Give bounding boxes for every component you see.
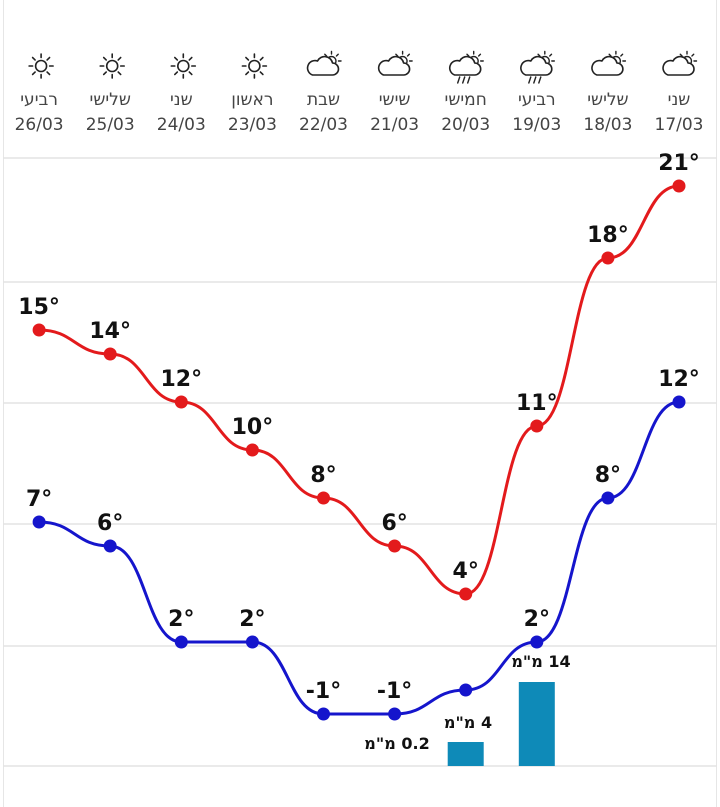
max-temp-label: 4° xyxy=(453,559,479,584)
precipitation-label: 0.2 מ"מ xyxy=(364,734,429,753)
max-temp-point xyxy=(530,419,544,433)
partly-cloudy-icon xyxy=(662,50,698,76)
day-name: חמישי xyxy=(445,90,487,110)
min-temp-point xyxy=(672,395,686,409)
day-name: שלישי xyxy=(90,90,131,110)
day-name: שישי xyxy=(379,90,411,110)
max-temp-label: 12° xyxy=(160,367,202,392)
min-temp-point xyxy=(530,635,544,649)
max-temp-label: 10° xyxy=(232,415,274,440)
min-temp-line xyxy=(39,400,680,716)
max-temp-label: 11° xyxy=(516,391,558,416)
temperature-lines xyxy=(32,179,686,721)
sun-icon xyxy=(28,53,54,79)
day-date: 21/03 xyxy=(370,115,419,135)
sun-icon xyxy=(170,53,197,79)
partly-cloudy-icon xyxy=(306,50,342,76)
day-date: 19/03 xyxy=(512,115,561,135)
day-date: 20/03 xyxy=(441,115,490,135)
min-temp-label: 6° xyxy=(97,511,123,536)
day-name: שני xyxy=(668,90,691,110)
min-temp-point xyxy=(601,491,615,505)
max-temp-point xyxy=(601,251,615,265)
min-temp-label: 8° xyxy=(595,463,621,488)
precipitation-bar xyxy=(518,682,555,766)
max-temp-label: 18° xyxy=(587,223,629,248)
min-temp-point xyxy=(32,515,46,529)
min-temp-point xyxy=(103,539,117,553)
min-temp-label: -1° xyxy=(306,679,341,704)
min-temp-label: 12° xyxy=(658,367,700,392)
max-temp-label: 8° xyxy=(310,463,336,488)
max-temp-point xyxy=(388,539,402,553)
max-temp-point xyxy=(245,443,259,457)
value-labels: 21° 18° 11° 4° 6° 8° 10° 12° 14° 15° 12° 8° 2° -1° -1°… xyxy=(18,151,700,753)
max-temp-point xyxy=(103,347,117,361)
grid-lines xyxy=(3,157,717,767)
day-name: ראשון xyxy=(231,90,273,110)
day-date: 17/03 xyxy=(655,115,704,135)
sun-icon xyxy=(241,53,268,79)
min-temp-point xyxy=(459,683,473,697)
rain-icon xyxy=(448,50,484,84)
min-temp-label: 2° xyxy=(524,607,550,632)
day-name: שבת xyxy=(307,90,340,110)
day-date: 18/03 xyxy=(583,115,632,135)
day-date: 23/03 xyxy=(228,115,277,135)
day-name: שלישי xyxy=(587,90,628,110)
precipitation-bar xyxy=(447,742,484,766)
days-header: שני 17/03 שלישי 18/03 רביעי 19/03 חמישי 20/03 שי… xyxy=(15,50,704,135)
max-temp-point xyxy=(174,395,188,409)
max-temp-point xyxy=(317,491,330,505)
day-name: שני xyxy=(170,90,193,110)
partly-cloudy-icon xyxy=(591,50,627,76)
min-temp-point xyxy=(388,707,402,721)
day-name: רביעי xyxy=(20,90,58,110)
precipitation-label: 4 מ"מ xyxy=(444,713,492,732)
min-temp-label: 2° xyxy=(239,607,265,632)
max-temp-label: 14° xyxy=(89,319,131,344)
sun-icon xyxy=(99,53,125,79)
min-temp-point xyxy=(174,635,188,649)
max-temp-label: 15° xyxy=(18,295,60,320)
day-date: 22/03 xyxy=(299,115,348,135)
min-temp-label: 7° xyxy=(26,487,52,512)
max-temp-point xyxy=(32,323,46,337)
rain-icon xyxy=(520,50,555,84)
min-temp-label: -1° xyxy=(377,679,412,704)
partly-cloudy-icon xyxy=(377,50,413,76)
max-temp-label: 6° xyxy=(381,511,407,536)
min-temp-label: 2° xyxy=(168,607,194,632)
precipitation-bars xyxy=(447,682,555,766)
max-temp-point xyxy=(672,179,686,193)
day-name: רביעי xyxy=(518,90,556,110)
day-date: 25/03 xyxy=(86,115,135,135)
max-temp-label: 21° xyxy=(658,151,700,176)
max-temp-point xyxy=(459,587,473,601)
min-temp-point xyxy=(245,635,259,649)
day-date: 26/03 xyxy=(15,115,64,135)
precipitation-label: 14 מ"מ xyxy=(511,652,570,671)
day-date: 24/03 xyxy=(157,115,206,135)
min-temp-point xyxy=(317,707,330,721)
